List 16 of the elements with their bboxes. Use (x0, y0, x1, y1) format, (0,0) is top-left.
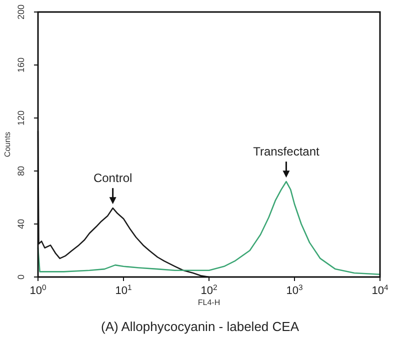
x-tick-label: 10$^{3}$ (286, 282, 303, 297)
x-tick-label: 10$^{0}$ (30, 282, 46, 297)
y-tick-label: 0 (16, 274, 26, 280)
y-tick-label: 200 (16, 4, 26, 20)
y-axis-title: Counts (3, 132, 12, 158)
x-tick-label: 10$^{2}$ (200, 282, 218, 297)
x-tick-label: 10$^{1}$ (115, 282, 132, 297)
y-tick-label: 40 (16, 218, 26, 230)
y-tick-label: 80 (16, 166, 26, 176)
annotation: Control (93, 171, 132, 186)
text: (A) Allophycocyanin - labeled CEA (101, 319, 300, 334)
y-tick-label: 160 (16, 57, 26, 73)
y-tick-label: 120 (16, 110, 26, 126)
annotation: Transfectant (253, 144, 320, 159)
x-axis-title: FL4-H (198, 298, 220, 307)
x-tick-label: 10$^{4}$ (372, 282, 389, 297)
